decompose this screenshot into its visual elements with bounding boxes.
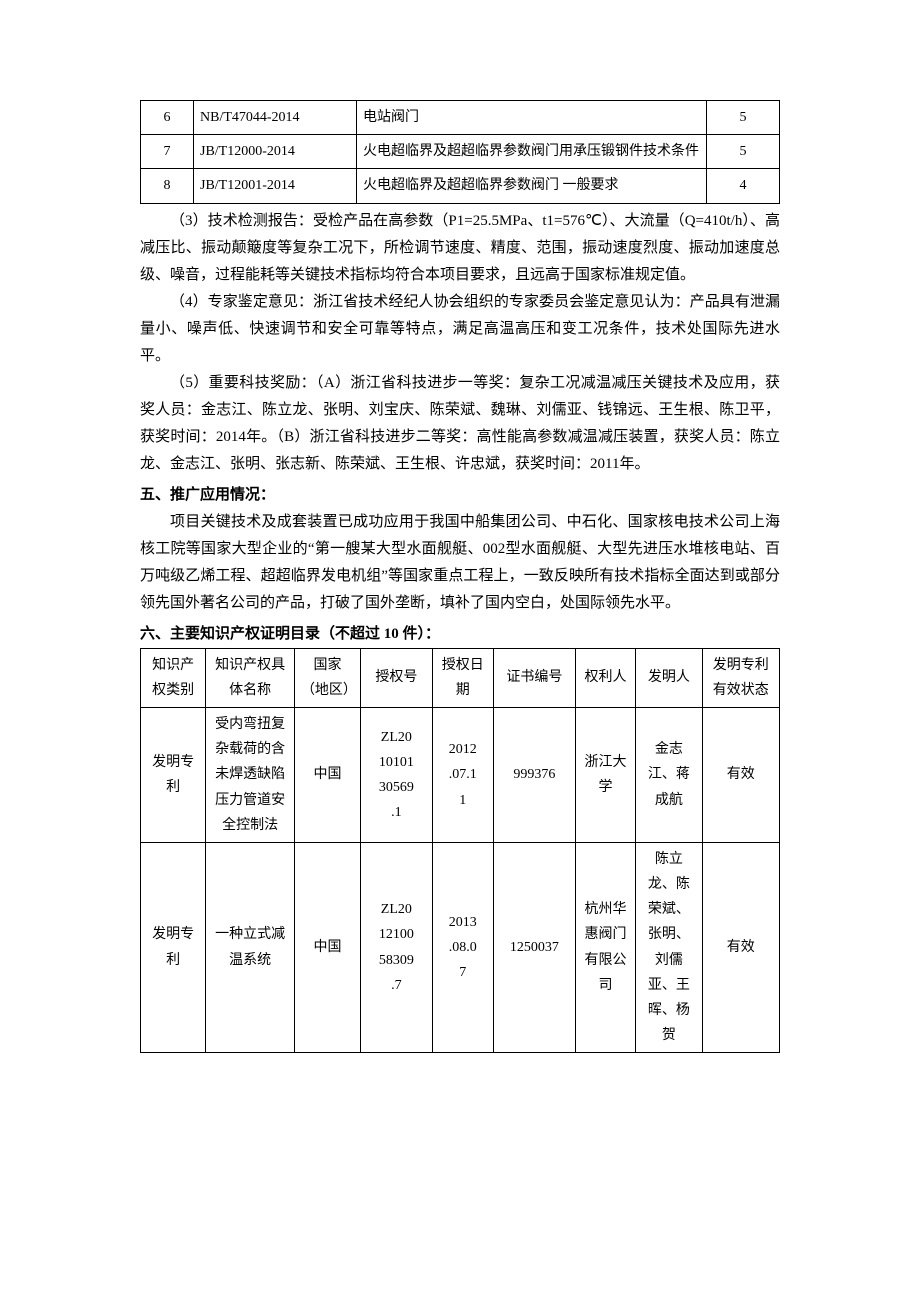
ip-h-authno: 授权号 — [361, 648, 432, 707]
ip-h-type: 知识产权类别 — [141, 648, 206, 707]
ip-table: 知识产权类别 知识产权具体名称 国家（地区） 授权号 授权日期 证书编号 权利人… — [140, 648, 780, 1054]
standards-table: 6 NB/T47044-2014 电站阀门 5 7 JB/T12000-2014… — [140, 100, 780, 204]
ip-inventors: 陈立龙、陈荣斌、张明、刘儒亚、王晖、杨贺 — [636, 842, 702, 1053]
ip-header-row: 知识产权类别 知识产权具体名称 国家（地区） 授权号 授权日期 证书编号 权利人… — [141, 648, 780, 707]
ip-date: 2012 .07.1 1 — [432, 707, 494, 842]
ip-type: 发明专利 — [141, 707, 206, 842]
ip-country: 中国 — [294, 842, 360, 1053]
ip-inventors: 金志江、蒋成航 — [636, 707, 702, 842]
std-num: 8 — [141, 169, 194, 203]
paragraph-tech-report: （3）技术检测报告：受检产品在高参数（P1=25.5MPa、t1=576℃）、大… — [140, 208, 780, 289]
std-code: NB/T47044-2014 — [194, 101, 357, 135]
section5-title: 五、推广应用情况： — [140, 482, 780, 509]
std-count: 5 — [707, 101, 780, 135]
ip-certno: 1250037 — [494, 842, 576, 1053]
ip-holder: 杭州华惠阀门有限公司 — [575, 842, 636, 1053]
paragraph-awards: （5）重要科技奖励：（A）浙江省科技进步一等奖：复杂工况减温减压关键技术及应用，… — [140, 370, 780, 478]
std-code: JB/T12000-2014 — [194, 135, 357, 169]
ip-certno: 999376 — [494, 707, 576, 842]
ip-row: 发明专利 受内弯扭复杂载荷的含未焊透缺陷压力管道安全控制法 中国 ZL20 10… — [141, 707, 780, 842]
std-num: 7 — [141, 135, 194, 169]
ip-authno: ZL20 12100 58309 .7 — [361, 842, 432, 1053]
std-name: 电站阀门 — [357, 101, 707, 135]
std-name: 火电超临界及超超临界参数阀门 一般要求 — [357, 169, 707, 203]
ip-name: 受内弯扭复杂载荷的含未焊透缺陷压力管道安全控制法 — [206, 707, 295, 842]
ip-h-holder: 权利人 — [575, 648, 636, 707]
ip-h-status: 发明专利有效状态 — [702, 648, 780, 707]
section5-body: 项目关键技术及成套装置已成功应用于我国中船集团公司、中石化、国家核电技术公司上海… — [140, 509, 780, 617]
table-row: 7 JB/T12000-2014 火电超临界及超超临界参数阀门用承压锻钢件技术条… — [141, 135, 780, 169]
std-code: JB/T12001-2014 — [194, 169, 357, 203]
ip-type: 发明专利 — [141, 842, 206, 1053]
paragraph-expert-opinion: （4）专家鉴定意见：浙江省技术经纪人协会组织的专家委员会鉴定意见认为：产品具有泄… — [140, 289, 780, 370]
ip-holder: 浙江大学 — [575, 707, 636, 842]
ip-date: 2013 .08.0 7 — [432, 842, 494, 1053]
ip-h-country: 国家（地区） — [294, 648, 360, 707]
ip-status: 有效 — [702, 707, 780, 842]
table-row: 6 NB/T47044-2014 电站阀门 5 — [141, 101, 780, 135]
ip-authno: ZL20 10101 30569 .1 — [361, 707, 432, 842]
ip-name: 一种立式减温系统 — [206, 842, 295, 1053]
std-name: 火电超临界及超超临界参数阀门用承压锻钢件技术条件 — [357, 135, 707, 169]
ip-status: 有效 — [702, 842, 780, 1053]
ip-row: 发明专利 一种立式减温系统 中国 ZL20 12100 58309 .7 201… — [141, 842, 780, 1053]
std-count: 5 — [707, 135, 780, 169]
ip-h-certno: 证书编号 — [494, 648, 576, 707]
ip-h-inventors: 发明人 — [636, 648, 702, 707]
table-row: 8 JB/T12001-2014 火电超临界及超超临界参数阀门 一般要求 4 — [141, 169, 780, 203]
ip-h-date: 授权日期 — [432, 648, 494, 707]
std-count: 4 — [707, 169, 780, 203]
ip-country: 中国 — [294, 707, 360, 842]
document-page: 6 NB/T47044-2014 电站阀门 5 7 JB/T12000-2014… — [0, 0, 920, 1302]
std-num: 6 — [141, 101, 194, 135]
section6-title: 六、主要知识产权证明目录（不超过 10 件）： — [140, 621, 780, 648]
ip-h-name: 知识产权具体名称 — [206, 648, 295, 707]
